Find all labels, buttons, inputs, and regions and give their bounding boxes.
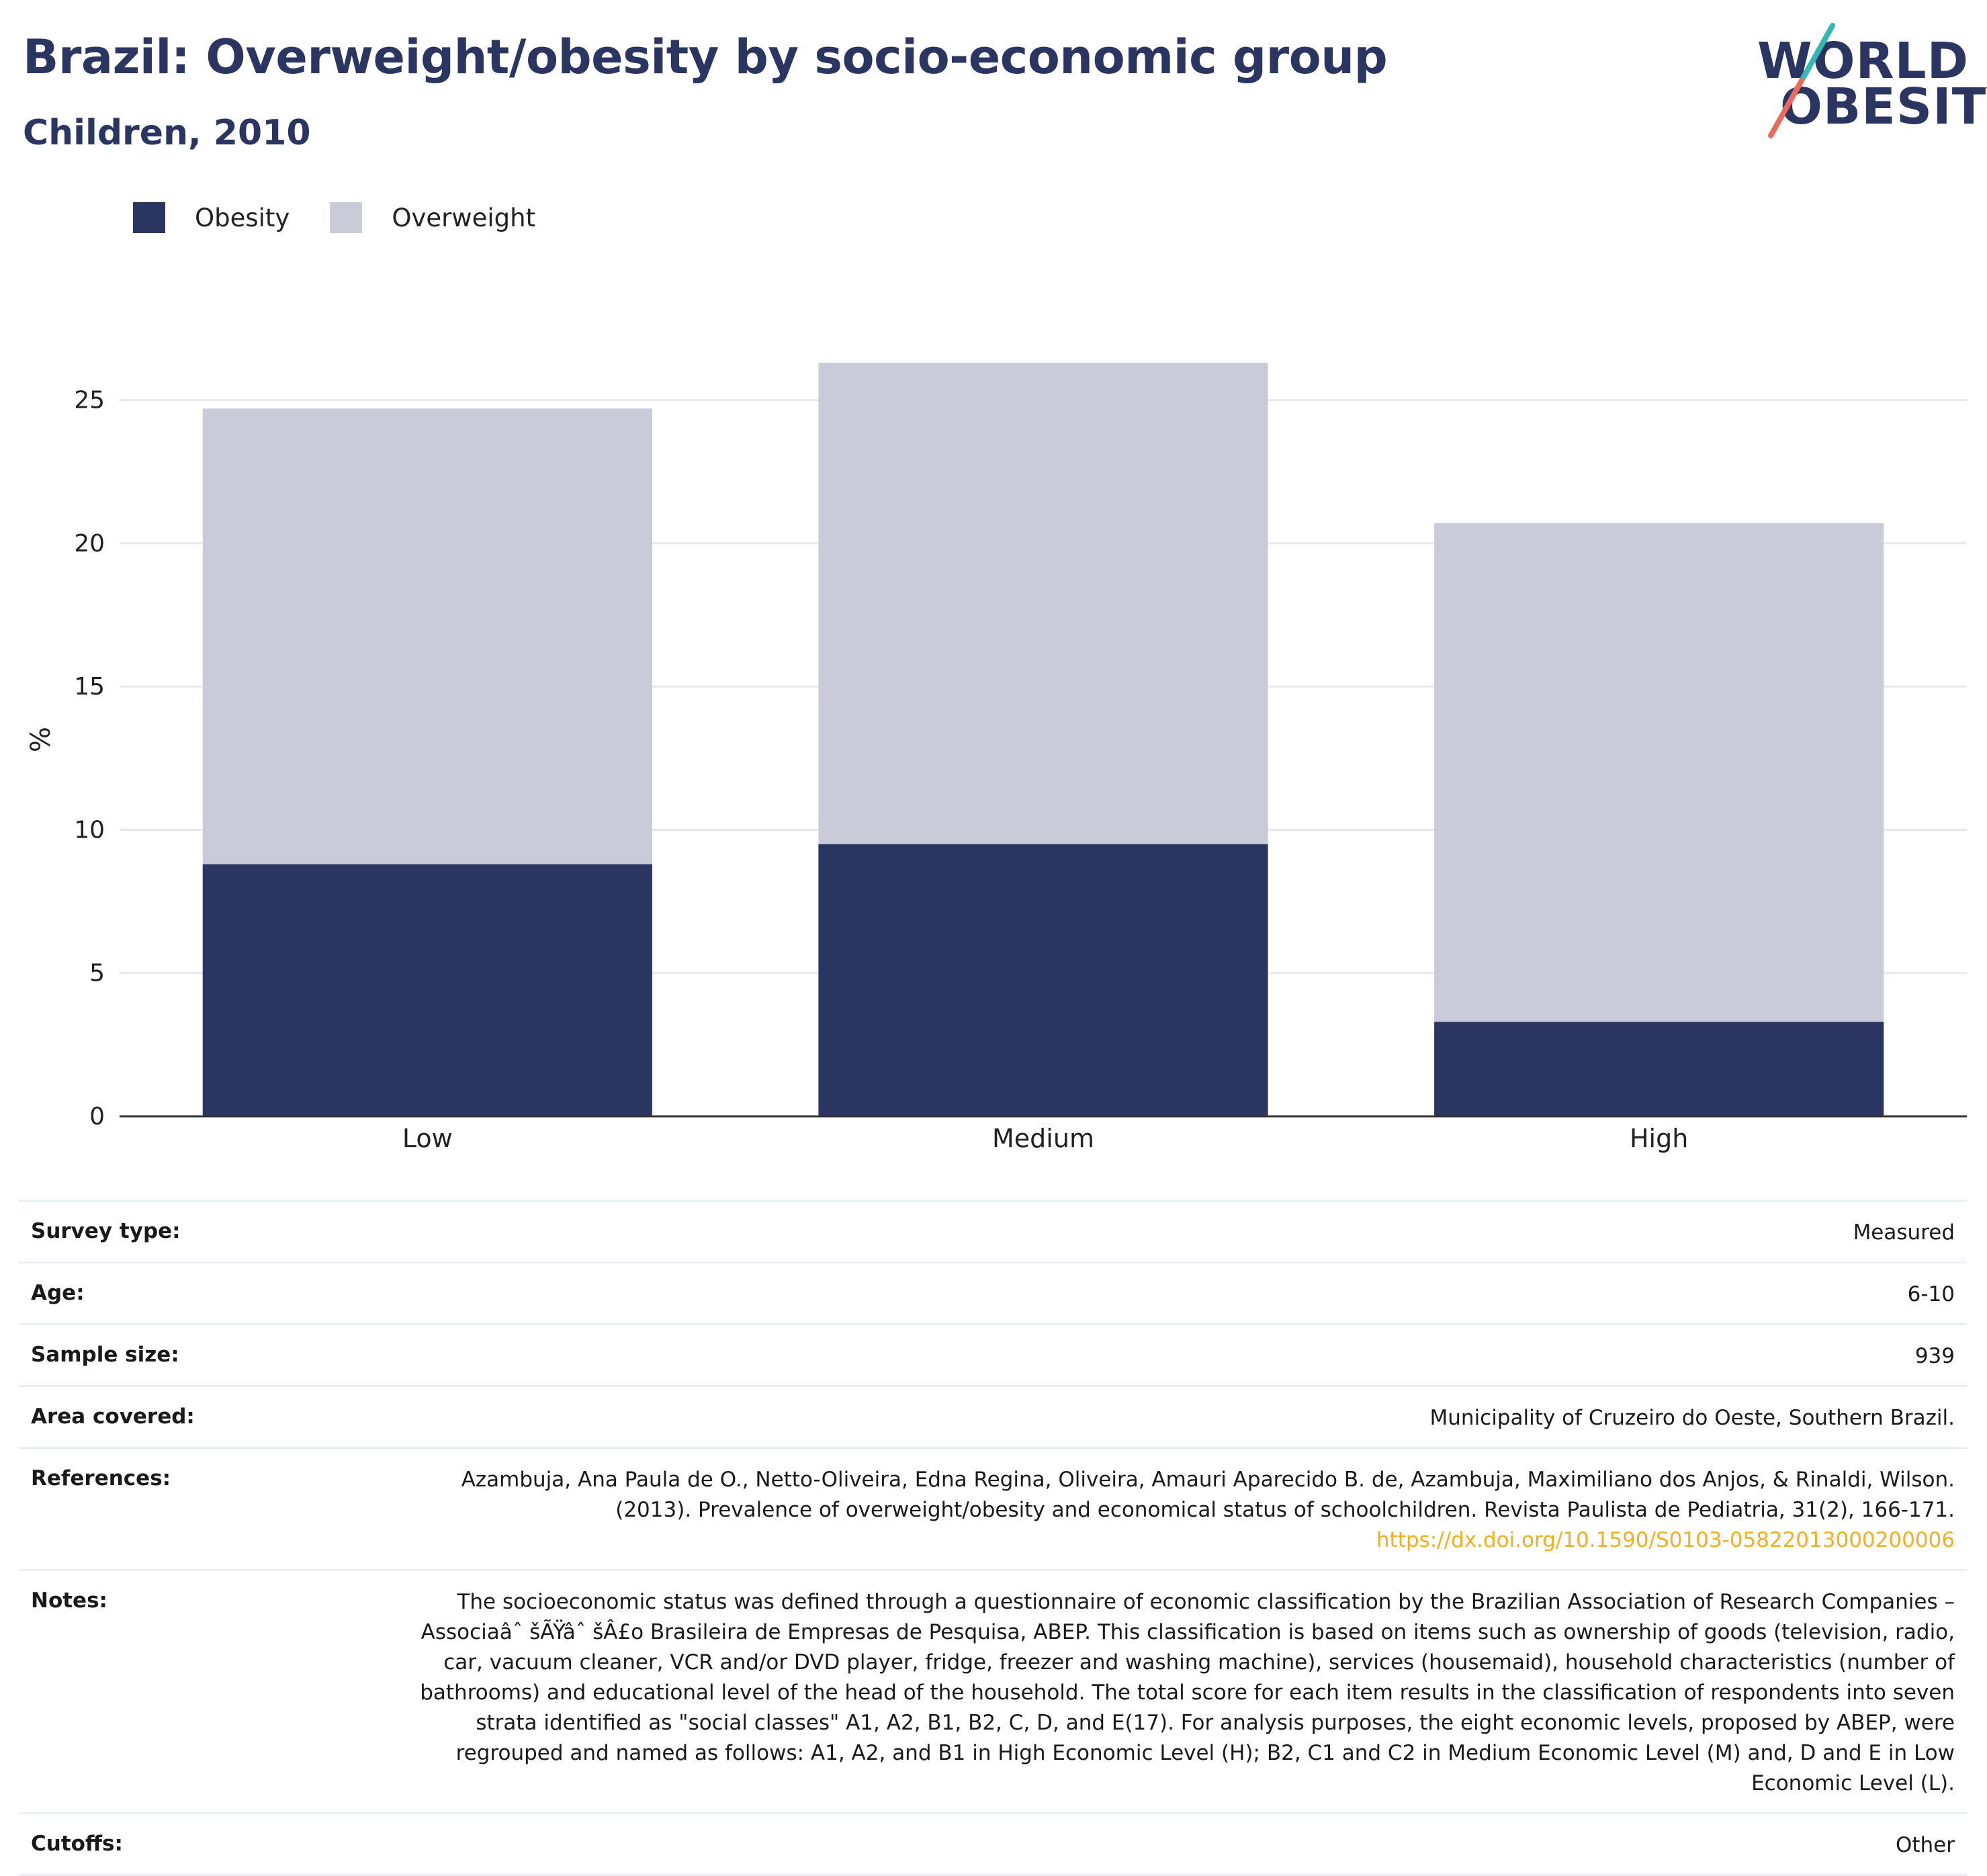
info-row-age: Age: 6-10 (19, 1261, 1967, 1323)
y-tick-label: 10 (74, 816, 105, 844)
x-tick-label: High (1630, 1124, 1688, 1153)
info-value: The socioeconomic status was defined thr… (420, 1590, 1955, 1795)
info-row-sample-size: Sample size: 939 (19, 1323, 1967, 1385)
reference-text: Azambuja, Ana Paula de O., Netto-Oliveir… (461, 1468, 1955, 1522)
info-row-references: References: Azambuja, Ana Paula de O., N… (19, 1447, 1967, 1569)
info-row-area-covered: Area covered: Municipality of Cruzeiro d… (19, 1385, 1967, 1447)
bar-overweight-high (1434, 523, 1884, 1022)
bar-overweight-medium (818, 363, 1268, 844)
logo-line-2: OBESITY (1780, 78, 1987, 136)
legend-swatch-obesity (133, 202, 165, 233)
info-label: Age: (31, 1281, 85, 1305)
info-label: Cutoffs: (31, 1832, 123, 1856)
bar-overweight-low (202, 408, 652, 864)
chart-subtitle: Children, 2010 (23, 113, 311, 153)
y-tick-label: 15 (74, 673, 105, 701)
chart-legend: Obesity Overweight (133, 200, 576, 235)
info-value: Other (1895, 1833, 1955, 1857)
x-tick-label: Low (402, 1124, 453, 1153)
info-label: Area covered: (31, 1404, 195, 1429)
x-tick-label: Medium (992, 1124, 1094, 1153)
info-value: Measured (1853, 1220, 1955, 1245)
y-tick-label: 25 (74, 386, 105, 414)
y-tick-label: 20 (74, 530, 105, 557)
legend-label-obesity: Obesity (195, 203, 290, 232)
info-row-notes: Notes: The socioeconomic status was defi… (19, 1569, 1967, 1812)
logo-line-1: WORLD (1757, 32, 1970, 90)
info-row-survey-type: Survey type: Measured (19, 1200, 1967, 1261)
y-tick-label: 0 (89, 1103, 105, 1130)
bar-obesity-medium (818, 844, 1268, 1116)
bar-chart: 0 5 10 15 20 25% Low Medium High (26, 363, 1967, 1153)
info-label: References: (31, 1466, 171, 1490)
reference-doi-link[interactable]: https://dx.doi.org/10.1590/S0103-0582201… (1376, 1528, 1955, 1552)
y-axis-label: % (26, 727, 56, 752)
legend-item-obesity[interactable]: Obesity (133, 202, 290, 233)
info-value: Municipality of Cruzeiro do Oeste, South… (1429, 1406, 1955, 1430)
bar-obesity-high (1434, 1022, 1884, 1116)
info-value: 6-10 (1907, 1282, 1955, 1306)
y-tick-label: 5 (89, 960, 105, 987)
chart-title: Brazil: Overweight/obesity by socio-econ… (23, 30, 1388, 85)
legend-swatch-overweight (330, 202, 363, 233)
info-value: Azambuja, Ana Paula de O., Netto-Oliveir… (410, 1465, 1955, 1556)
legend-item-overweight[interactable]: Overweight (330, 202, 535, 233)
logo-slash-icon (1768, 23, 1835, 138)
survey-info-table: Survey type: Measured Age: 6-10 Sample s… (19, 1200, 1967, 1876)
info-row-cutoffs: Cutoffs: Other (19, 1812, 1967, 1876)
legend-label-overweight: Overweight (392, 203, 536, 232)
info-label: Notes: (31, 1589, 107, 1613)
info-value: 939 (1914, 1344, 1955, 1368)
info-label: Survey type: (31, 1219, 181, 1243)
world-obesity-logo: WORLD OBESITY (1753, 19, 1987, 140)
bar-obesity-low (202, 864, 652, 1116)
info-label: Sample size: (31, 1343, 179, 1367)
